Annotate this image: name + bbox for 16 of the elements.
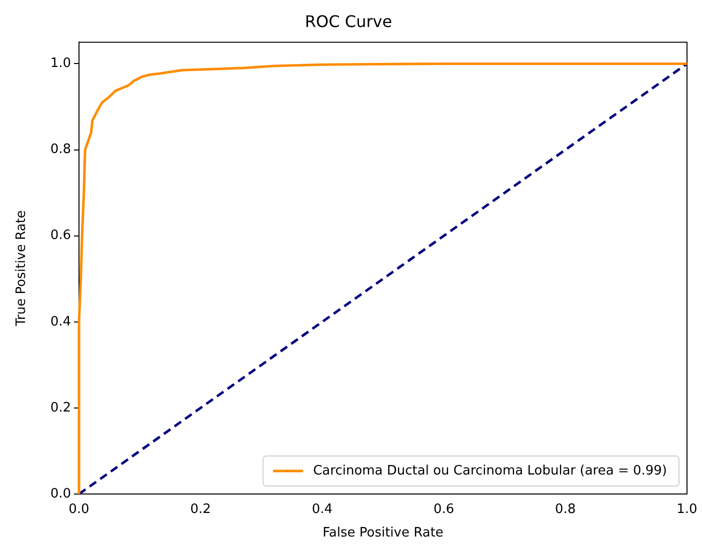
- chart-title: ROC Curve: [304, 12, 392, 31]
- x-tick-label: 0.6: [433, 502, 454, 518]
- x-tick-label: 0.4: [312, 502, 333, 518]
- x-tick-label: 0.0: [68, 502, 90, 518]
- y-tick-label: 1.0: [50, 56, 71, 72]
- legend-label: Carcinoma Ductal ou Carcinoma Lobular (area = 0.99): [313, 463, 668, 478]
- y-axis-title: True Positive Rate: [14, 210, 30, 328]
- y-tick-label: 0.4: [50, 314, 71, 330]
- y-tick-label: 0.6: [50, 228, 71, 244]
- x-axis-title: False Positive Rate: [322, 526, 444, 541]
- y-tick-label: 0.0: [50, 486, 71, 502]
- y-tick-label: 0.8: [50, 142, 71, 158]
- x-tick-label: 0.2: [190, 502, 211, 518]
- x-tick-label: 0.8: [555, 502, 576, 518]
- x-tick-label: 1.0: [676, 502, 698, 518]
- y-tick-label: 0.2: [50, 400, 71, 416]
